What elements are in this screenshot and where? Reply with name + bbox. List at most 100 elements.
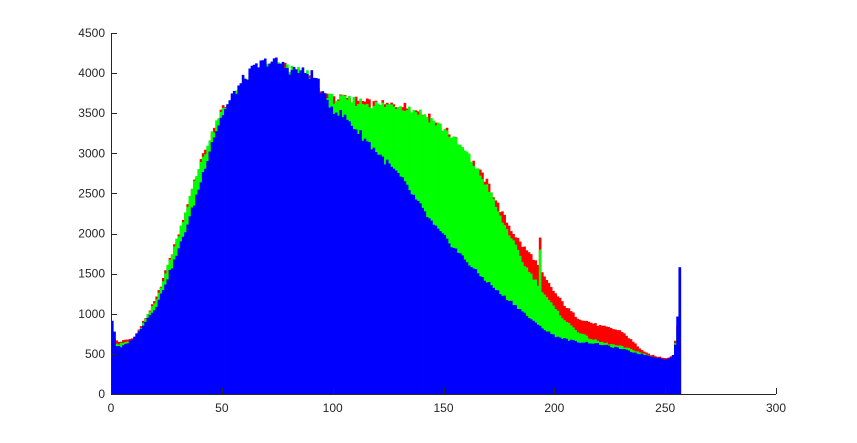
histogram-bar bbox=[614, 346, 617, 394]
histogram-bar bbox=[124, 343, 127, 394]
histogram-bar bbox=[212, 137, 216, 395]
histogram-bar bbox=[301, 67, 305, 394]
histogram-bar bbox=[436, 228, 440, 394]
histogram-bar bbox=[193, 205, 196, 394]
x-tick-label: 200 bbox=[544, 401, 564, 415]
histogram-bar bbox=[525, 315, 529, 394]
histogram-bar bbox=[341, 117, 345, 395]
histogram-bar bbox=[454, 248, 458, 394]
histogram-bar bbox=[654, 357, 657, 394]
histogram-bar bbox=[574, 340, 577, 394]
histogram-bar bbox=[554, 337, 557, 394]
histogram-bar bbox=[173, 259, 176, 394]
histogram-bar bbox=[492, 287, 495, 394]
histogram-bar bbox=[585, 341, 588, 394]
x-tick-label: 0 bbox=[108, 401, 115, 415]
histogram-bar bbox=[434, 225, 438, 394]
histogram-bar bbox=[634, 352, 637, 394]
histogram-bar bbox=[558, 337, 562, 394]
histogram-bar bbox=[148, 314, 152, 394]
histogram-bar bbox=[321, 91, 325, 395]
histogram-bar bbox=[372, 147, 376, 394]
y-tick-label: 4500 bbox=[78, 26, 105, 40]
axes bbox=[111, 33, 776, 395]
histogram-bar bbox=[139, 328, 143, 394]
histogram-bar bbox=[272, 58, 276, 394]
histogram-bar bbox=[208, 151, 212, 394]
histogram-bar bbox=[452, 247, 455, 394]
histogram-bar bbox=[441, 233, 444, 394]
x-tick-label: 300 bbox=[766, 401, 786, 415]
histogram-bar bbox=[166, 279, 170, 394]
histogram-bar bbox=[536, 324, 540, 394]
histogram-bar bbox=[343, 114, 347, 395]
histogram-bar bbox=[250, 65, 254, 394]
histogram-bar bbox=[456, 252, 460, 394]
histogram-bar bbox=[403, 181, 407, 394]
histogram-bar bbox=[408, 190, 411, 394]
histogram-bar bbox=[538, 325, 542, 394]
x-axis-ticks: 0 50 100 150 200 250 300 bbox=[108, 388, 786, 415]
histogram-bar bbox=[423, 211, 427, 394]
histogram-bar bbox=[576, 342, 580, 394]
histogram-bar bbox=[412, 194, 416, 394]
histogram-bar bbox=[607, 345, 611, 394]
histogram-bar bbox=[232, 90, 236, 395]
y-axis-ticks: 0 500 1000 1500 2000 2500 3000 3500 4000 4500 bbox=[78, 26, 117, 401]
histogram-bar bbox=[490, 285, 493, 394]
histogram-bar bbox=[177, 248, 181, 394]
histogram-bar bbox=[547, 331, 551, 394]
histogram-bar bbox=[443, 234, 447, 394]
histogram-bar bbox=[122, 345, 125, 394]
histogram-bar bbox=[678, 267, 682, 394]
histogram-bar bbox=[179, 241, 183, 394]
histogram-bar bbox=[401, 177, 404, 394]
histogram-bar bbox=[142, 325, 145, 394]
series-bars-2 bbox=[111, 57, 682, 395]
histogram-bar bbox=[239, 83, 243, 394]
histogram-bar bbox=[543, 330, 546, 394]
histogram-bar bbox=[359, 130, 362, 394]
histogram-bar bbox=[640, 353, 644, 394]
histogram-bar bbox=[572, 340, 575, 394]
histogram-bar bbox=[600, 345, 604, 394]
histogram-bar bbox=[345, 119, 349, 394]
histogram-bar bbox=[286, 68, 289, 394]
histogram-bar bbox=[494, 290, 498, 394]
histogram-bar bbox=[244, 78, 247, 394]
histogram-bar bbox=[510, 300, 513, 394]
histogram-bar bbox=[465, 262, 469, 394]
histogram-bar bbox=[636, 353, 639, 394]
histogram-bar bbox=[294, 69, 298, 394]
histogram-bar bbox=[385, 159, 389, 394]
histogram-bar bbox=[348, 121, 351, 394]
histogram-bar bbox=[279, 63, 283, 394]
histogram-bar bbox=[190, 207, 194, 394]
histogram-bar bbox=[667, 358, 670, 394]
histogram-bar bbox=[201, 172, 205, 394]
histogram-bar bbox=[288, 74, 291, 394]
histogram-bar bbox=[361, 140, 365, 394]
histogram-bar bbox=[647, 355, 651, 394]
histogram-bar bbox=[363, 138, 367, 394]
histogram-bar bbox=[487, 281, 491, 394]
histogram-bar bbox=[592, 343, 595, 394]
histogram-bar bbox=[252, 64, 256, 394]
histogram-bar bbox=[224, 109, 227, 395]
histogram-bar bbox=[137, 331, 141, 394]
histogram-bar bbox=[133, 336, 136, 394]
histogram-bar bbox=[472, 268, 475, 394]
histogram-bar bbox=[410, 194, 413, 394]
histogram-bar bbox=[565, 338, 569, 394]
histogram-bar bbox=[184, 232, 187, 394]
histogram-bar bbox=[605, 344, 608, 394]
histogram-bar bbox=[314, 77, 318, 395]
histogram-bar bbox=[277, 63, 280, 394]
histogram-bar bbox=[126, 343, 130, 394]
histogram-bar bbox=[649, 356, 653, 394]
histogram-bar bbox=[498, 294, 502, 394]
histogram-bar bbox=[186, 224, 189, 394]
x-tick-label: 250 bbox=[655, 401, 675, 415]
histogram-bar bbox=[388, 163, 391, 394]
